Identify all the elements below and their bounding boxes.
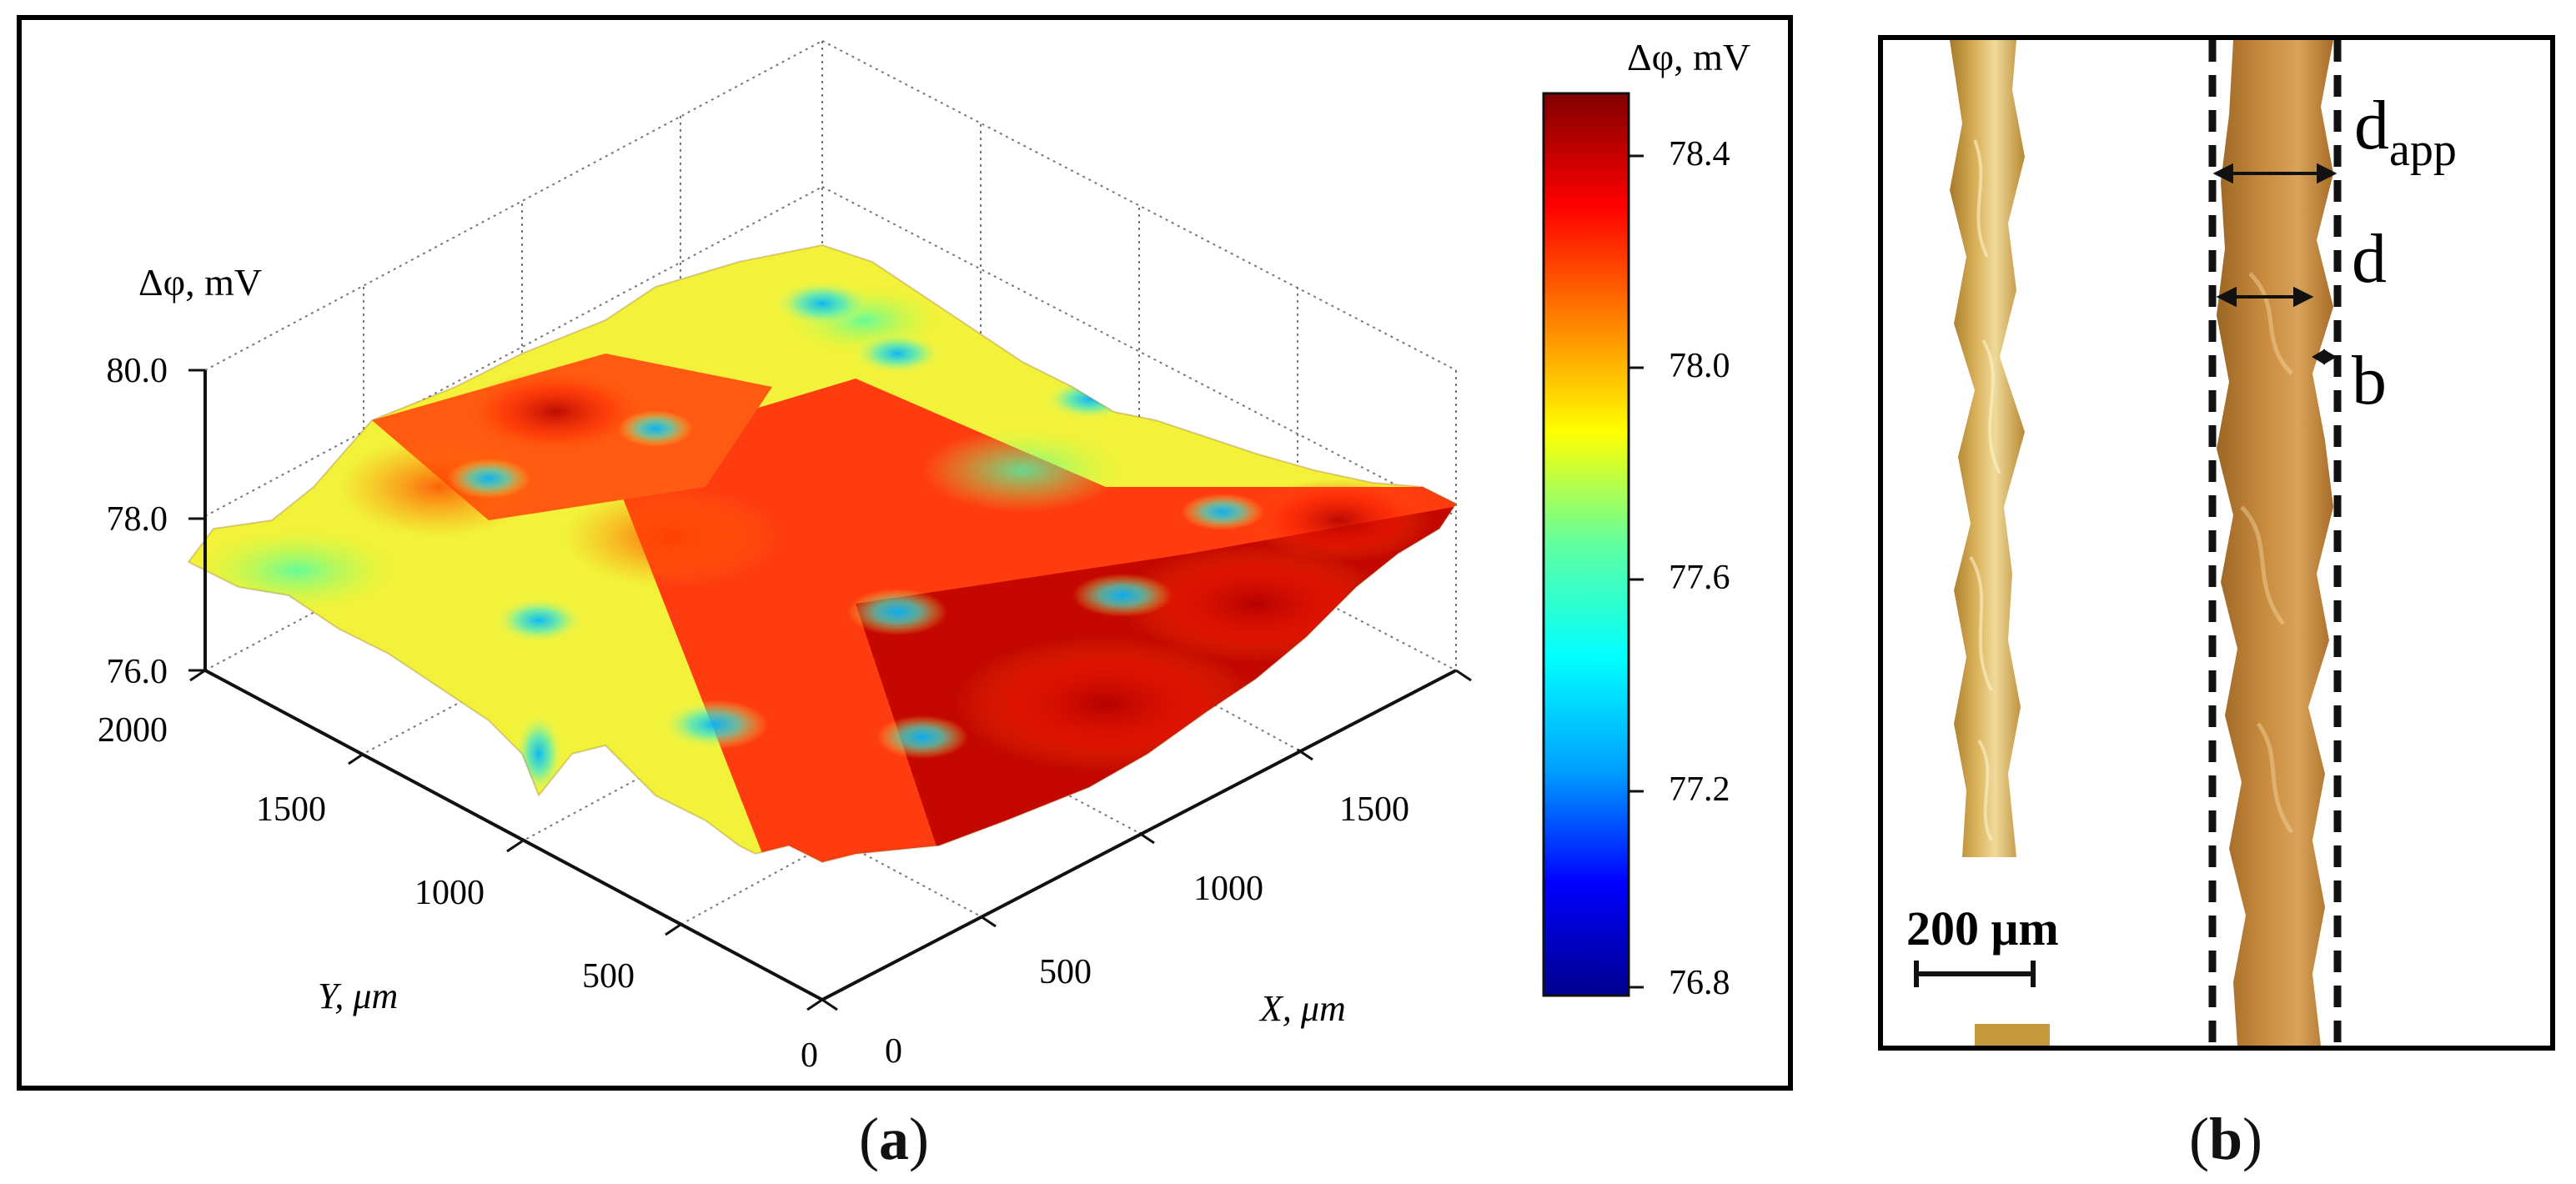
- y-tick-label: 1000: [414, 874, 485, 912]
- fiber-left: [1950, 40, 2025, 857]
- y-tick: [348, 752, 364, 765]
- colorbar-tick-label: 77.2: [1669, 770, 1730, 809]
- panel-b-frame: dapp d b 200 μm: [1878, 35, 2555, 1051]
- x-tick-label: 0: [885, 1032, 902, 1071]
- y-tick: [506, 840, 523, 853]
- caption-a: (a): [859, 1106, 929, 1172]
- x-tick-label: 1500: [1339, 790, 1409, 829]
- z-tick-label: 80.0: [107, 352, 168, 390]
- y-tick: [189, 669, 206, 682]
- y-axis-title: Y, μm: [318, 976, 398, 1016]
- surface-plot: 80.0 78.0 76.0 Δφ, mV 2000 1500 1000 500…: [98, 36, 1750, 1075]
- z-tick-label: 76.0: [107, 653, 168, 691]
- caption-b: (b): [2189, 1106, 2263, 1172]
- colorbar-tick-label: 78.0: [1669, 347, 1730, 385]
- y-tick: [806, 998, 823, 1011]
- x-axis: [821, 669, 1457, 1001]
- y-tick-label: 2000: [98, 711, 168, 750]
- x-tick: [1455, 669, 1472, 682]
- y-tick-label: 1500: [256, 790, 326, 829]
- x-tick-label: 1000: [1193, 870, 1263, 908]
- x-tick: [980, 915, 997, 928]
- colorbar-title: Δφ, mV: [1627, 36, 1750, 78]
- y-tick-label: 500: [582, 957, 635, 996]
- scale-bar-label: 200 μm: [1906, 901, 2059, 956]
- colorbar-tick-label: 77.6: [1669, 559, 1730, 597]
- axis-box-gridlines: [204, 40, 1457, 1001]
- label-d-app: dapp: [2354, 87, 2457, 176]
- x-axis-title: X, μm: [1258, 988, 1346, 1029]
- fiber-left-fragment: [1975, 1024, 2050, 1046]
- fiber-micrograph: dapp d b 200 μm: [1906, 40, 2457, 1046]
- y-tick: [665, 923, 681, 936]
- colorbar-tick-label: 76.8: [1669, 964, 1730, 1002]
- x-tick: [821, 998, 838, 1011]
- y-tick-label: 0: [801, 1036, 818, 1075]
- x-tick: [1138, 831, 1155, 845]
- y-axis: [204, 669, 823, 1001]
- colorbar-gradient: [1542, 92, 1630, 997]
- label-d: d: [2352, 220, 2387, 298]
- colorbar-tick-label: 78.4: [1669, 135, 1730, 173]
- panel-a-frame: 80.0 78.0 76.0 Δφ, mV 2000 1500 1000 500…: [17, 15, 1793, 1091]
- surface: [187, 243, 1458, 864]
- fiber-right: [2217, 40, 2333, 1046]
- label-b: b: [2352, 342, 2387, 419]
- x-tick-label: 500: [1039, 953, 1092, 991]
- z-axis-title: Δφ, mV: [138, 261, 262, 304]
- colorbar: Δφ, mV 78.4 78.0 77.6 77.2 76.8: [1542, 36, 1750, 1002]
- x-tick: [1297, 748, 1313, 761]
- z-tick-label: 78.0: [107, 500, 168, 539]
